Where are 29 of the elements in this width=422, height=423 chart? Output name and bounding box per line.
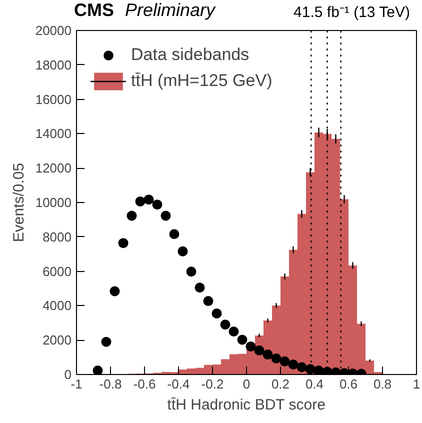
x-tick-label: -0.6 bbox=[133, 376, 156, 392]
y-tick-label: 12000 bbox=[35, 160, 72, 176]
chart-title: CMS bbox=[74, 0, 114, 22]
x-tick-label: 0.6 bbox=[339, 376, 358, 392]
y-tick-label: 20000 bbox=[35, 23, 72, 38]
x-tick-label: -1 bbox=[70, 376, 82, 392]
y-tick-label: 2000 bbox=[42, 332, 72, 348]
y-tick-label: 14000 bbox=[35, 126, 72, 142]
y-axis-title: Events/0.05 bbox=[10, 162, 28, 242]
chart-subtitle: Preliminary bbox=[125, 0, 216, 22]
x-axis-title: tt̄H Hadronic BDT score bbox=[167, 396, 326, 414]
x-tick-label: -0.2 bbox=[201, 376, 224, 392]
y-tick-label: 10000 bbox=[35, 195, 72, 210]
x-tick-label: 0.8 bbox=[373, 376, 392, 392]
x-tick-label: -0.8 bbox=[99, 376, 122, 392]
y-tick-label: 18000 bbox=[35, 57, 72, 72]
y-tick-label: 8000 bbox=[42, 229, 72, 244]
x-tick-label: 0.2 bbox=[271, 376, 290, 392]
legend-label: tt̄H (mH=125 GeV) bbox=[131, 71, 272, 91]
legend-label: Data sidebands bbox=[131, 45, 250, 65]
y-tick-label: 6000 bbox=[42, 264, 72, 279]
x-tick-label: 0 bbox=[242, 376, 250, 392]
y-tick-label: 16000 bbox=[35, 92, 72, 107]
x-tick-label: -0.4 bbox=[167, 376, 190, 392]
x-tick-label: 1 bbox=[412, 376, 420, 392]
text: 41.5 fb⁻¹ (13 TeV) bbox=[294, 2, 410, 23]
y-tick-label: 0 bbox=[64, 367, 72, 382]
x-tick-label: 0.4 bbox=[305, 376, 324, 392]
y-tick-label: 4000 bbox=[42, 298, 72, 314]
